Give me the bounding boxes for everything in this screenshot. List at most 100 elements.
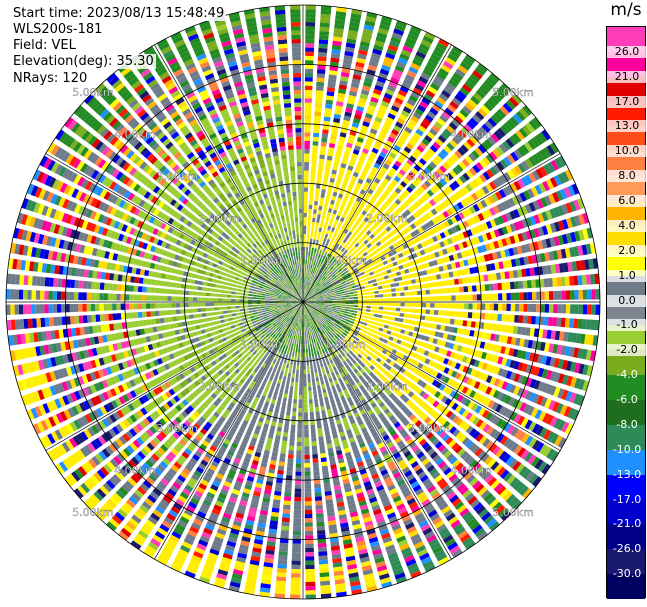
- velocity-gate: [224, 508, 233, 516]
- velocity-gate: [418, 341, 424, 347]
- velocity-gate: [261, 409, 267, 415]
- velocity-gate: [409, 325, 415, 331]
- velocity-gate: [524, 174, 533, 185]
- velocity-gate: [312, 213, 317, 219]
- velocity-gate: [334, 219, 339, 225]
- velocity-gate: [336, 234, 341, 240]
- velocity-gate: [477, 382, 485, 391]
- velocity-gate: [383, 306, 388, 311]
- velocity-gate: [369, 128, 378, 135]
- velocity-gate: [456, 394, 464, 403]
- velocity-gate: [309, 416, 315, 421]
- velocity-gate: [365, 326, 371, 331]
- velocity-gate: [434, 121, 443, 130]
- velocity-gate: [240, 442, 248, 449]
- velocity-gate: [397, 401, 405, 409]
- velocity-gate: [333, 480, 341, 487]
- velocity-gate: [322, 309, 327, 313]
- velocity-gate: [367, 409, 374, 416]
- velocity-gate: [371, 473, 380, 480]
- velocity-gate: [454, 133, 464, 142]
- velocity-gate: [385, 140, 393, 147]
- velocity-gate: [513, 208, 521, 219]
- velocity-gate: [485, 375, 493, 384]
- velocity-gate: [471, 312, 477, 319]
- velocity-gate: [283, 349, 287, 355]
- velocity-gate: [223, 548, 234, 556]
- velocity-gate: [308, 313, 311, 318]
- velocity-gate: [365, 405, 372, 412]
- velocity-gate: [335, 279, 340, 283]
- velocity-gate: [293, 360, 297, 366]
- velocity-gate: [282, 330, 286, 335]
- velocity-gate: [458, 188, 466, 197]
- velocity-gate: [519, 292, 524, 301]
- velocity-gate: [285, 345, 289, 351]
- velocity-gate: [371, 544, 381, 552]
- velocity-gate: [504, 395, 512, 405]
- velocity-gate: [472, 524, 483, 534]
- velocity-gate: [231, 524, 241, 531]
- velocity-gate: [397, 539, 408, 547]
- velocity-gate: [557, 304, 562, 314]
- velocity-gate: [444, 272, 450, 279]
- velocity-gate: [450, 216, 458, 224]
- velocity-gate: [311, 325, 314, 331]
- velocity-gate: [213, 457, 221, 464]
- velocity-gate: [312, 454, 319, 459]
- velocity-gate: [424, 444, 433, 453]
- velocity-gate: [424, 358, 431, 365]
- velocity-gate: [520, 417, 529, 428]
- velocity-gate: [318, 436, 324, 442]
- velocity-gate: [365, 223, 371, 229]
- velocity-gate: [354, 220, 360, 227]
- velocity-gate: [500, 124, 510, 135]
- velocity-gate: [457, 242, 464, 250]
- velocity-gate: [552, 344, 559, 354]
- velocity-gate: [553, 358, 560, 368]
- velocity-gate: [371, 147, 379, 154]
- velocity-gate: [415, 278, 421, 284]
- velocity-gate: [471, 150, 480, 159]
- velocity-gate: [400, 292, 405, 297]
- velocity-gate: [218, 430, 226, 438]
- velocity-gate: [457, 64, 469, 75]
- velocity-gate: [375, 457, 383, 465]
- velocity-gate: [420, 401, 428, 409]
- velocity-gate: [360, 236, 366, 242]
- velocity-gate: [303, 251, 306, 256]
- velocity-gate: [553, 175, 562, 186]
- velocity-gate: [350, 515, 360, 522]
- velocity-gate: [307, 301, 312, 302]
- velocity-gate: [250, 418, 257, 425]
- velocity-gate: [308, 286, 311, 291]
- velocity-gate: [479, 341, 486, 349]
- velocity-gate: [435, 372, 443, 380]
- velocity-gate: [245, 453, 252, 459]
- velocity-gate: [459, 336, 465, 344]
- velocity-gate: [259, 466, 267, 472]
- velocity-gate: [503, 172, 512, 182]
- velocity-gate: [456, 269, 463, 277]
- velocity-gate: [321, 357, 326, 363]
- velocity-gate: [474, 527, 486, 538]
- velocity-gate: [305, 539, 314, 544]
- velocity-gate: [382, 434, 390, 441]
- velocity-gate: [569, 275, 575, 286]
- velocity-gate: [288, 445, 295, 451]
- velocity-gate: [264, 557, 274, 564]
- velocity-gate: [423, 213, 431, 221]
- velocity-gate: [424, 239, 431, 246]
- velocity-gate: [454, 261, 461, 269]
- velocity-gate: [373, 44, 384, 52]
- velocity-gate: [335, 383, 341, 389]
- velocity-gate: [276, 426, 282, 432]
- velocity-gate: [206, 468, 215, 476]
- velocity-gate: [331, 293, 337, 296]
- velocity-gate: [313, 329, 317, 334]
- velocity-gate: [319, 397, 324, 403]
- velocity-gate: [350, 342, 356, 347]
- velocity-gate: [305, 594, 316, 599]
- velocity-gate: [456, 483, 467, 492]
- velocity-gate: [348, 161, 356, 167]
